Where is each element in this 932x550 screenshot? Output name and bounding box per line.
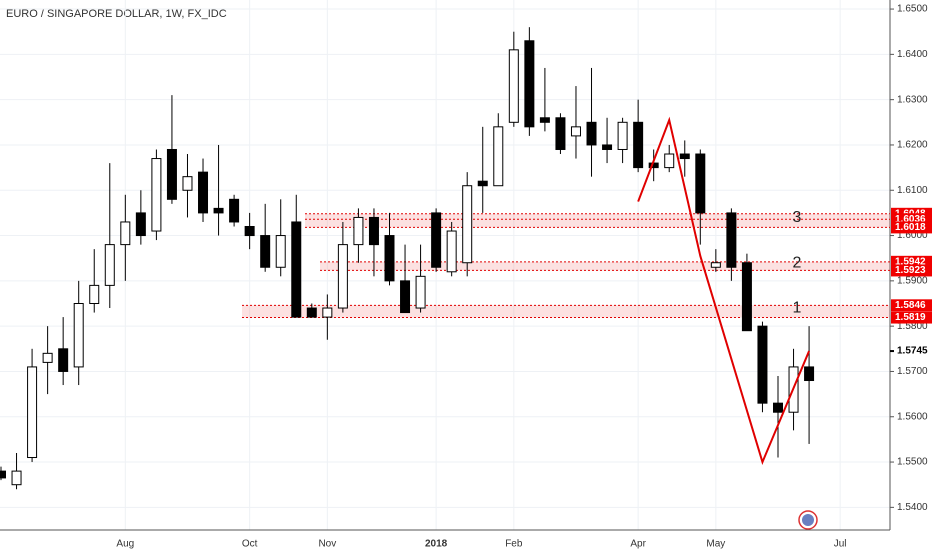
zigzag-line <box>637 116 811 466</box>
candle-body <box>0 470 6 479</box>
y-tick-label: 1.6300 <box>897 94 928 105</box>
candle-body <box>804 366 815 382</box>
y-tick-label: 1.6200 <box>897 140 928 151</box>
price-tag-label: 1.6036 <box>895 214 926 225</box>
candle-body <box>229 198 240 223</box>
candle-body <box>291 221 302 318</box>
candle-body <box>58 348 69 372</box>
candle-body <box>198 171 209 214</box>
candle-body <box>89 284 100 305</box>
y-tick-label: 1.5500 <box>897 457 928 468</box>
candle-body <box>120 221 131 246</box>
x-tick-label: Oct <box>242 539 258 550</box>
candle-body <box>384 235 395 282</box>
candle-body <box>664 153 675 169</box>
candle-body <box>710 262 721 268</box>
zone-label: 1 <box>793 300 802 317</box>
y-tick-label: 1.5600 <box>897 411 928 422</box>
x-tick-label: Aug <box>116 539 134 550</box>
price-tag <box>891 299 932 312</box>
candle-body <box>337 244 348 309</box>
zone-label: 2 <box>793 254 802 271</box>
price-tag <box>891 264 932 277</box>
candle-body <box>135 212 146 237</box>
candle-body <box>524 40 535 128</box>
x-tick-label: 2018 <box>425 539 448 550</box>
price-tag <box>891 311 932 324</box>
candle-body <box>368 216 379 246</box>
candles <box>0 27 815 490</box>
y-tick-label: 1.6500 <box>897 4 928 15</box>
candle-body <box>353 216 364 246</box>
candle-body <box>602 144 613 150</box>
candle-body <box>213 207 224 214</box>
x-tick-label: Nov <box>318 539 336 550</box>
candle-body <box>244 225 255 237</box>
candle-body <box>27 366 38 459</box>
candle-body <box>11 470 22 486</box>
candle-body <box>570 126 581 137</box>
candle-body <box>151 158 162 232</box>
candle-body <box>400 280 411 314</box>
zone <box>320 261 890 271</box>
candle-body <box>446 230 457 273</box>
candle-body <box>431 212 442 268</box>
y-tick-label: 1.6100 <box>897 185 928 196</box>
x-tick-label: May <box>706 539 725 550</box>
candle-body <box>322 307 333 318</box>
candle-body <box>166 148 177 200</box>
price-tag-label: 1.5942 <box>895 256 926 267</box>
y-tick-label: 1.5700 <box>897 366 928 377</box>
candle-body <box>477 180 488 187</box>
candle-body <box>73 303 84 368</box>
candle-body <box>508 49 519 123</box>
price-tag <box>891 255 932 268</box>
candle-body <box>260 235 271 268</box>
candle-body <box>539 117 550 123</box>
y-tick-label: 1.6400 <box>897 49 928 60</box>
candle-body <box>555 117 566 150</box>
candle-body <box>586 121 597 146</box>
candle-body <box>757 325 768 404</box>
zone <box>305 213 890 228</box>
candle-body <box>741 262 752 332</box>
candle-body <box>104 244 115 286</box>
y-tick-label: 1.6000 <box>897 230 928 241</box>
candle-body <box>493 126 504 187</box>
x-tick-label: Jul <box>834 539 847 550</box>
candle-body <box>726 212 737 268</box>
chart-title: EURO / SINGAPORE DOLLAR, 1W, FX_IDC <box>6 8 227 20</box>
candle-body <box>462 185 473 264</box>
y-tick-label: 1.5800 <box>897 321 928 332</box>
y-tick-label: 1.5400 <box>897 502 928 513</box>
candle-body <box>617 121 628 150</box>
candle-body <box>633 121 644 169</box>
last-price-label: 1.5745 <box>897 346 928 357</box>
x-tick-label: Feb <box>505 539 523 550</box>
price-tag-label: 1.6018 <box>895 222 926 233</box>
candle-body <box>773 402 783 413</box>
candle-body <box>415 275 426 309</box>
indicator-icon-inner <box>802 514 814 526</box>
price-tag-label: 1.5846 <box>895 300 926 311</box>
candle-body <box>306 307 317 318</box>
candle-body <box>275 235 286 268</box>
candle-body <box>679 153 690 160</box>
candle-body <box>182 176 193 191</box>
price-tag <box>891 221 932 234</box>
candle-body <box>42 352 53 363</box>
y-tick-label: 1.5900 <box>897 275 928 286</box>
price-tag-label: 1.5923 <box>895 265 926 276</box>
candle-body <box>695 153 706 214</box>
x-tick-label: Apr <box>630 539 646 550</box>
zone-label: 3 <box>793 209 802 226</box>
price-tag-label: 1.5819 <box>895 312 926 323</box>
